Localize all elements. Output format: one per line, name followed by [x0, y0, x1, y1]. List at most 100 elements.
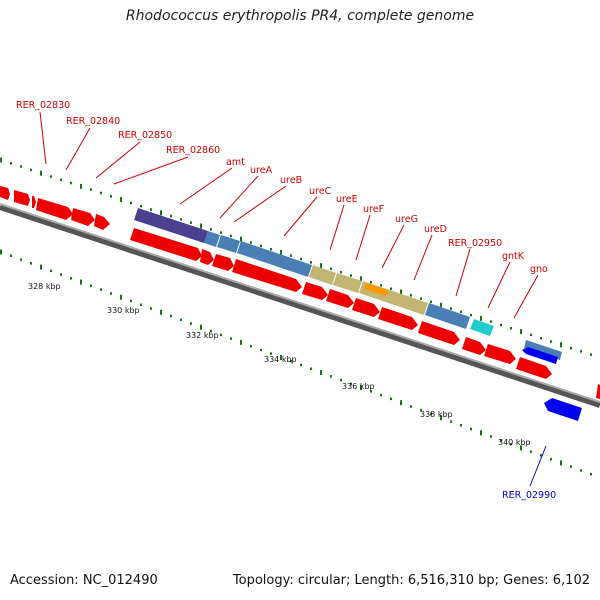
gc-tick	[10, 162, 12, 165]
gene-arrow[interactable]	[326, 289, 354, 308]
gene-label-ureG[interactable]: ureG	[395, 214, 418, 225]
gene-label-ureC[interactable]: ureC	[309, 186, 332, 197]
gene-arrow[interactable]	[212, 254, 234, 271]
gc-tick	[230, 337, 232, 340]
gc-tick	[180, 318, 182, 322]
label-leaders	[39, 111, 547, 487]
feature-block[interactable]	[309, 265, 336, 285]
gc-tick	[190, 322, 192, 325]
feature-block[interactable]	[204, 231, 220, 247]
gc-tick	[560, 460, 562, 466]
gc-tick	[210, 329, 212, 333]
gene-arrow[interactable]	[36, 198, 73, 220]
gc-track-upper	[0, 157, 592, 356]
gene-label-RER_02850[interactable]: RER_02850	[118, 130, 172, 141]
gc-tick	[420, 297, 422, 300]
gene-label-ureD[interactable]: ureD	[424, 224, 447, 235]
gc-tick	[260, 244, 262, 248]
gc-tick	[480, 430, 482, 436]
gene-arrow[interactable]	[418, 321, 460, 345]
feature-block[interactable]	[217, 235, 240, 253]
gc-tick	[450, 307, 452, 310]
kbp-label: 334 kbp	[264, 355, 297, 364]
gc-tick	[490, 320, 492, 323]
gene-arrow[interactable]	[71, 208, 95, 226]
gene-label-ureA[interactable]: ureA	[250, 165, 273, 176]
gc-tick	[370, 390, 372, 393]
gene-label-RER_02950[interactable]: RER_02950	[448, 238, 502, 249]
gc-tick	[460, 310, 462, 314]
gene-label-RER_02830[interactable]: RER_02830	[16, 100, 70, 111]
gc-tick	[220, 231, 222, 234]
gc-tick	[20, 258, 22, 261]
gc-tick	[410, 405, 412, 408]
gc-tick	[580, 350, 582, 353]
gene-arrow[interactable]	[378, 307, 418, 330]
gene-arrow[interactable]	[200, 249, 214, 265]
gene-arrow[interactable]	[544, 398, 582, 421]
gc-tick	[540, 454, 542, 457]
feature-block[interactable]	[470, 319, 494, 336]
gc-tick	[120, 197, 122, 203]
gene-label-gno[interactable]: gno	[530, 264, 548, 275]
gene-arrow[interactable]	[32, 196, 36, 208]
gene-label-amt[interactable]: amt	[226, 157, 245, 168]
gc-tick	[430, 412, 432, 416]
gc-tick	[270, 247, 272, 251]
gc-tick	[580, 469, 582, 472]
gene-arrow[interactable]	[14, 190, 30, 206]
gc-tick	[240, 236, 242, 242]
gc-tick	[370, 280, 372, 284]
gc-tick	[110, 292, 112, 295]
gc-tick	[280, 355, 282, 360]
feature-block[interactable]	[425, 303, 470, 329]
feature-block[interactable]	[134, 208, 208, 243]
gc-tick	[270, 352, 272, 355]
gc-tick	[160, 309, 162, 315]
kbp-label: 330 kbp	[107, 306, 140, 315]
gene-arrow[interactable]	[516, 357, 552, 379]
feature-block[interactable]	[364, 283, 388, 296]
feature-block[interactable]	[524, 340, 562, 360]
gc-tick	[200, 324, 202, 330]
gc-tick	[500, 323, 502, 327]
gene-label-RER_02990[interactable]: RER_02990	[502, 490, 556, 501]
gene-arrow[interactable]	[462, 337, 486, 355]
gc-tick	[340, 378, 342, 382]
gc-tick	[30, 262, 32, 265]
gc-tick	[330, 267, 332, 271]
gc-tick	[280, 249, 282, 255]
gene-label-ureF[interactable]: ureF	[363, 204, 384, 215]
gc-tick	[300, 257, 302, 261]
gc-tick	[500, 439, 502, 442]
gene-arrow[interactable]	[232, 259, 302, 292]
gc-tick	[510, 327, 512, 330]
gene-label-gntK[interactable]: gntK	[502, 251, 525, 262]
gc-tick	[220, 333, 222, 337]
gc-tick	[190, 221, 192, 224]
gene-arrow[interactable]	[94, 214, 110, 230]
feature-block[interactable]	[237, 241, 312, 277]
gc-tick	[590, 473, 592, 476]
gc-tick	[340, 270, 342, 274]
gene-arrow[interactable]	[130, 228, 202, 261]
gc-tick	[10, 254, 12, 257]
gene-arrow[interactable]	[596, 384, 600, 399]
gene-label-RER_02840[interactable]: RER_02840	[66, 116, 120, 127]
gene-arrow[interactable]	[352, 298, 380, 317]
scale-labels: 328 kbp 330 kbp 332 kbp 334 kbp 336 kbp …	[28, 282, 531, 447]
gc-tick	[440, 302, 442, 308]
gene-arrow[interactable]	[0, 186, 10, 200]
gene-label-ureE[interactable]: ureE	[336, 194, 358, 205]
gene-arrow[interactable]	[302, 282, 328, 300]
feature-block[interactable]	[333, 273, 362, 293]
gc-tick	[530, 333, 532, 337]
gene-label-ureB[interactable]: ureB	[280, 175, 302, 186]
gene-arrow[interactable]	[484, 344, 516, 364]
gene-arrow[interactable]	[522, 347, 558, 364]
gene-label-RER_02860[interactable]: RER_02860	[166, 145, 220, 156]
gc-tick	[330, 375, 332, 378]
gc-tick	[310, 261, 312, 264]
gc-tick	[380, 393, 382, 397]
gc-tick	[240, 339, 242, 345]
